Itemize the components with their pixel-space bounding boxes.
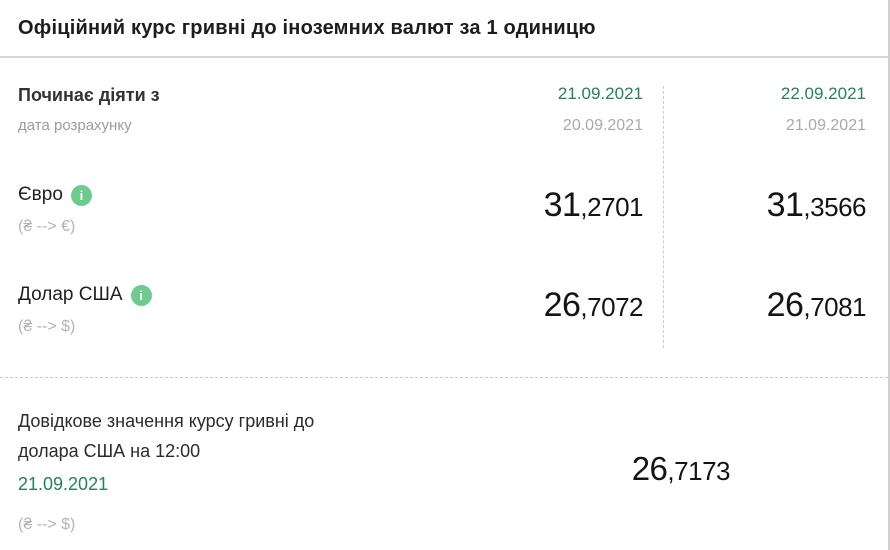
- header-label-cell: Починає діяти з дата розрахунку: [0, 58, 448, 160]
- usd-rate-col1-cell: 26,7072: [448, 260, 662, 360]
- currency-name-euro: Євро: [18, 184, 63, 205]
- col2-calculation-date: 21.09.2021: [785, 116, 866, 134]
- column-divider-dashed: [663, 86, 664, 348]
- info-icon[interactable]: i: [70, 184, 92, 206]
- info-icon[interactable]: i: [130, 284, 152, 306]
- usd-rate-col2-cell: 26,7081: [662, 260, 888, 360]
- header-col1-cell: 21.09.2021 20.09.2021: [448, 58, 662, 160]
- col1-effective-date: 21.09.2021: [557, 83, 643, 103]
- effective-from-label: Починає діяти з: [18, 84, 160, 105]
- table-row-euro-label: Євро i (₴ --> €): [0, 160, 448, 260]
- table-row-usd-label: Долар США i (₴ --> $): [0, 260, 448, 360]
- rate-value: 31,2701: [543, 185, 644, 224]
- reference-rate-value: 26,7173: [631, 450, 731, 487]
- reference-currency-pair: (₴ --> $): [18, 516, 76, 533]
- header-col2-cell: 22.09.2021 21.09.2021: [662, 58, 888, 160]
- reference-date: 21.09.2021: [18, 474, 109, 494]
- col1-calculation-date: 20.09.2021: [562, 116, 643, 134]
- section-divider-dashed: [0, 377, 888, 378]
- col2-effective-date: 22.09.2021: [780, 83, 866, 103]
- page-title: Офіційний курс гривні до іноземних валют…: [18, 16, 596, 39]
- title-bar: Офіційний курс гривні до іноземних валют…: [0, 0, 888, 58]
- rate-value: 26,7072: [543, 285, 644, 324]
- calculation-date-label: дата розрахунку: [18, 116, 132, 134]
- reference-label-line1: Довідкове значення курсу гривні до: [18, 411, 315, 431]
- rates-table: Починає діяти з дата розрахунку 21.09.20…: [0, 58, 888, 360]
- rate-value: 31,3566: [766, 185, 867, 224]
- currency-name-usd: Долар США: [18, 284, 123, 305]
- reference-label-line2: долара США на 12:00: [18, 441, 201, 461]
- rate-value: 26,7081: [766, 285, 867, 324]
- euro-rate-col2-cell: 31,3566: [662, 160, 888, 260]
- currency-pair-euro: (₴ --> €): [18, 218, 76, 235]
- reference-rate-section: Довідкове значення курсу гривні до долар…: [0, 378, 888, 550]
- currency-pair-usd: (₴ --> $): [18, 318, 76, 335]
- euro-rate-col1-cell: 31,2701: [448, 160, 662, 260]
